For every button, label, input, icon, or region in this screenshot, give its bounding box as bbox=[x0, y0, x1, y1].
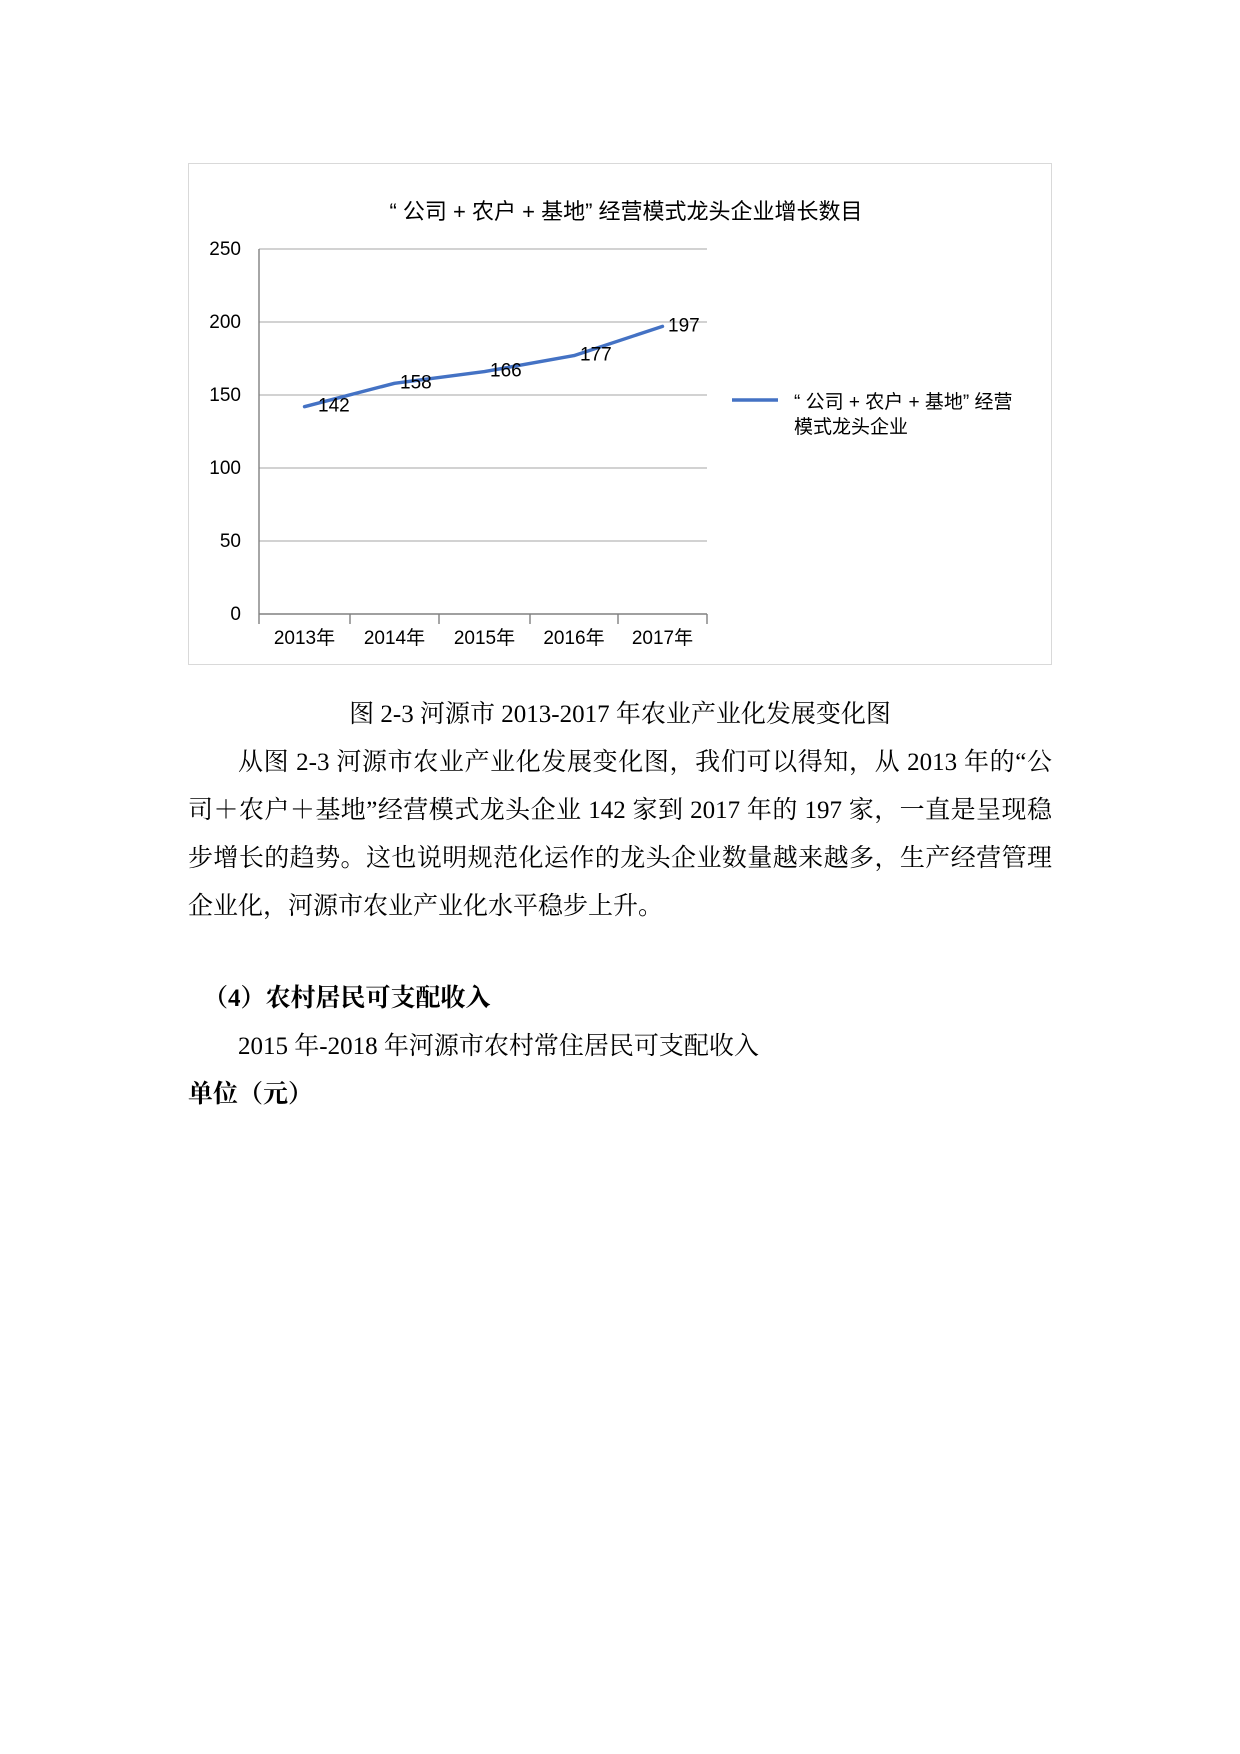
svg-text:2015年: 2015年 bbox=[454, 627, 515, 649]
svg-text:2016年: 2016年 bbox=[543, 627, 604, 649]
svg-text:158: 158 bbox=[400, 372, 432, 393]
svg-text:2013年: 2013年 bbox=[274, 627, 335, 649]
svg-text:150: 150 bbox=[209, 385, 241, 406]
svg-text:2017年: 2017年 bbox=[632, 627, 693, 649]
svg-text:166: 166 bbox=[490, 361, 522, 382]
svg-text:100: 100 bbox=[209, 458, 241, 479]
svg-text:250: 250 bbox=[209, 239, 241, 260]
svg-text:2014年: 2014年 bbox=[364, 627, 425, 649]
svg-text:模式龙头企业: 模式龙头企业 bbox=[794, 416, 908, 438]
svg-text:177: 177 bbox=[580, 345, 612, 366]
svg-text:50: 50 bbox=[220, 531, 241, 552]
svg-text:“ 公司 + 农户 + 基地” 经营: “ 公司 + 农户 + 基地” 经营 bbox=[794, 391, 1013, 413]
svg-text:0: 0 bbox=[230, 604, 241, 625]
svg-text:200: 200 bbox=[209, 312, 241, 333]
svg-text:197: 197 bbox=[668, 315, 700, 336]
svg-text:“ 公司 + 农户 + 基地” 经营模式龙头企业增长数目: “ 公司 + 农户 + 基地” 经营模式龙头企业增长数目 bbox=[389, 199, 862, 224]
svg-text:142: 142 bbox=[318, 396, 350, 417]
